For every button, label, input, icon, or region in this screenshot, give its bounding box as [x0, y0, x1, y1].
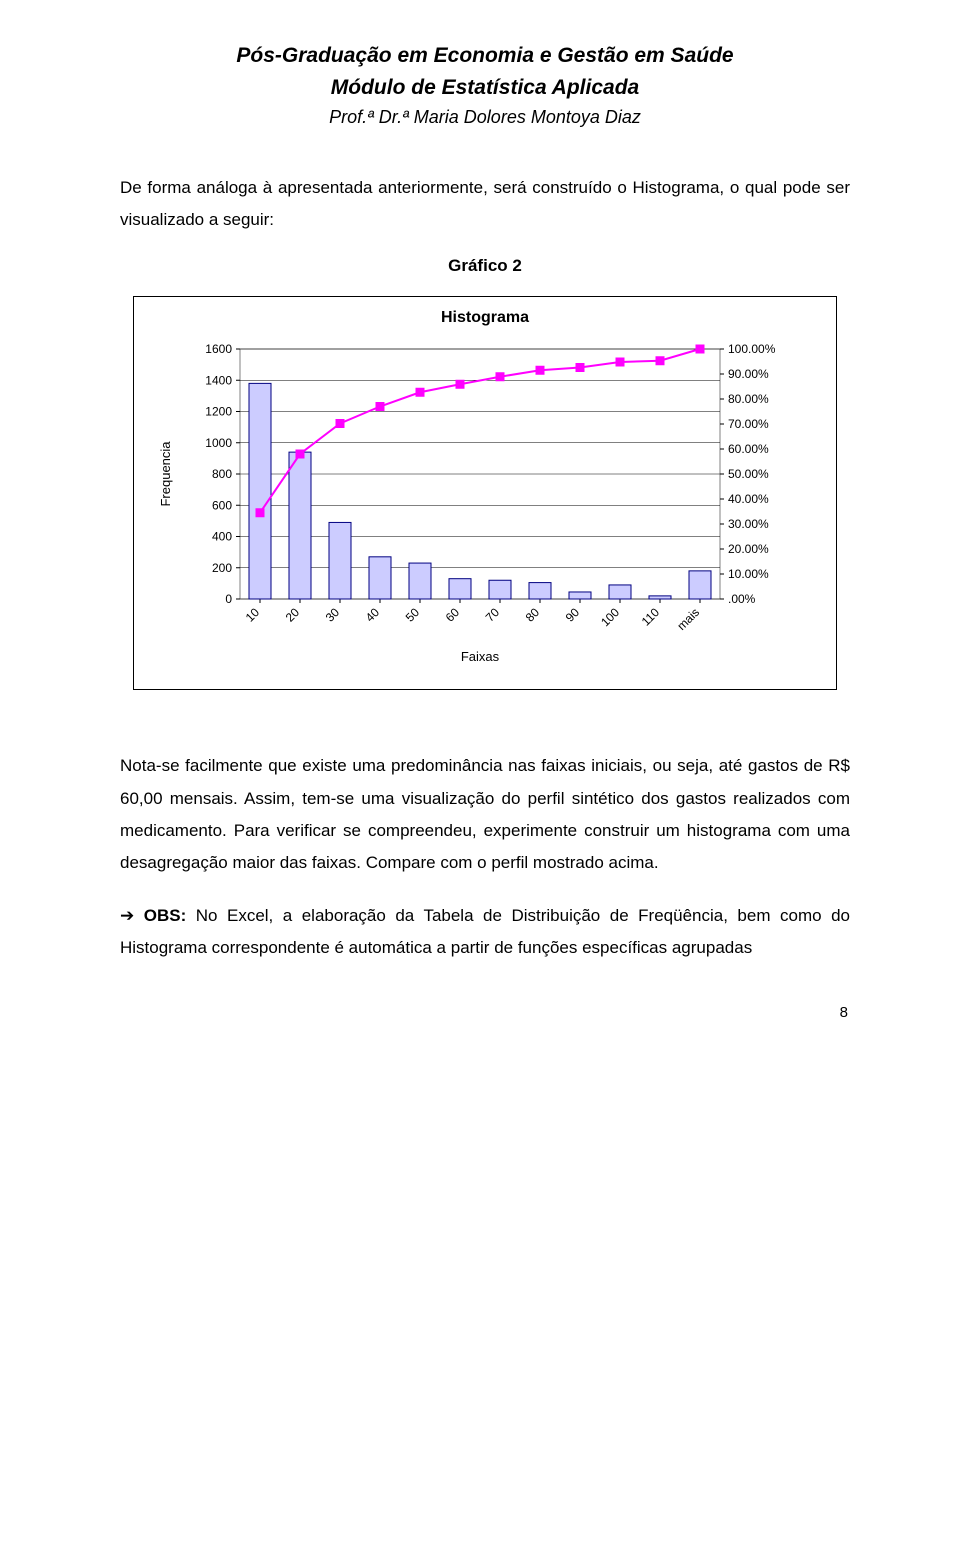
chart-caption: Gráfico 2 — [120, 256, 850, 276]
svg-text:70.00%: 70.00% — [728, 417, 769, 431]
chart-title: Histograma — [150, 309, 820, 327]
svg-text:200: 200 — [212, 561, 232, 575]
obs-paragraph: ➔ OBS: No Excel, a elaboração da Tabela … — [120, 900, 850, 965]
svg-text:10.00%: 10.00% — [728, 567, 769, 581]
svg-text:50.00%: 50.00% — [728, 467, 769, 481]
svg-text:80.00%: 80.00% — [728, 392, 769, 406]
header-title-2: Módulo de Estatística Aplicada — [120, 72, 850, 104]
page-header: Pós-Graduação em Economia e Gestão em Sa… — [120, 40, 850, 132]
svg-text:1200: 1200 — [205, 405, 232, 419]
svg-text:60: 60 — [443, 605, 463, 625]
svg-text:800: 800 — [212, 467, 232, 481]
svg-text:10: 10 — [243, 605, 263, 625]
svg-text:40: 40 — [363, 605, 383, 625]
svg-text:40.00%: 40.00% — [728, 492, 769, 506]
obs-text: No Excel, a elaboração da Tabela de Dist… — [120, 906, 850, 957]
obs-label: OBS: — [144, 906, 187, 925]
svg-text:60.00%: 60.00% — [728, 442, 769, 456]
svg-text:110: 110 — [639, 605, 663, 629]
intro-paragraph: De forma análoga à apresentada anteriorm… — [120, 172, 850, 237]
header-title-3: Prof.ª Dr.ª Maria Dolores Montoya Diaz — [120, 103, 850, 132]
histogram-chart: 0 200 400 600 800 1000 1200 1400 1600 Frequencia.… — [150, 339, 820, 669]
svg-text:100: 100 — [598, 605, 622, 629]
svg-text:0: 0 — [225, 592, 232, 606]
svg-text:70: 70 — [483, 605, 503, 625]
page-number: 8 — [120, 1004, 850, 1021]
svg-text:mais: mais — [674, 606, 702, 634]
svg-text:400: 400 — [212, 530, 232, 544]
svg-text:600: 600 — [212, 499, 232, 513]
svg-text:50: 50 — [403, 605, 423, 625]
analysis-paragraph: Nota-se facilmente que existe uma predom… — [120, 750, 850, 879]
svg-text:20.00%: 20.00% — [728, 542, 769, 556]
svg-text:.00%: .00% — [728, 592, 756, 606]
svg-text:90.00%: 90.00% — [728, 367, 769, 381]
chart-container: Histograma 0 200 400 600 800 1000 1200 1400 1600… — [133, 296, 837, 690]
svg-text:1600: 1600 — [205, 342, 232, 356]
svg-text:30: 30 — [323, 605, 343, 625]
svg-text:Faixas: Faixas — [461, 649, 500, 664]
svg-text:90: 90 — [563, 605, 583, 625]
svg-text:1000: 1000 — [205, 436, 232, 450]
svg-text:30.00%: 30.00% — [728, 517, 769, 531]
svg-text:100.00%: 100.00% — [728, 342, 776, 356]
header-title-1: Pós-Graduação em Economia e Gestão em Sa… — [120, 40, 850, 72]
svg-text:Frequencia: Frequencia — [158, 441, 173, 507]
arrow-icon: ➔ — [120, 906, 134, 925]
svg-text:1400: 1400 — [205, 374, 232, 388]
svg-text:20: 20 — [283, 605, 303, 625]
svg-text:80: 80 — [523, 605, 543, 625]
